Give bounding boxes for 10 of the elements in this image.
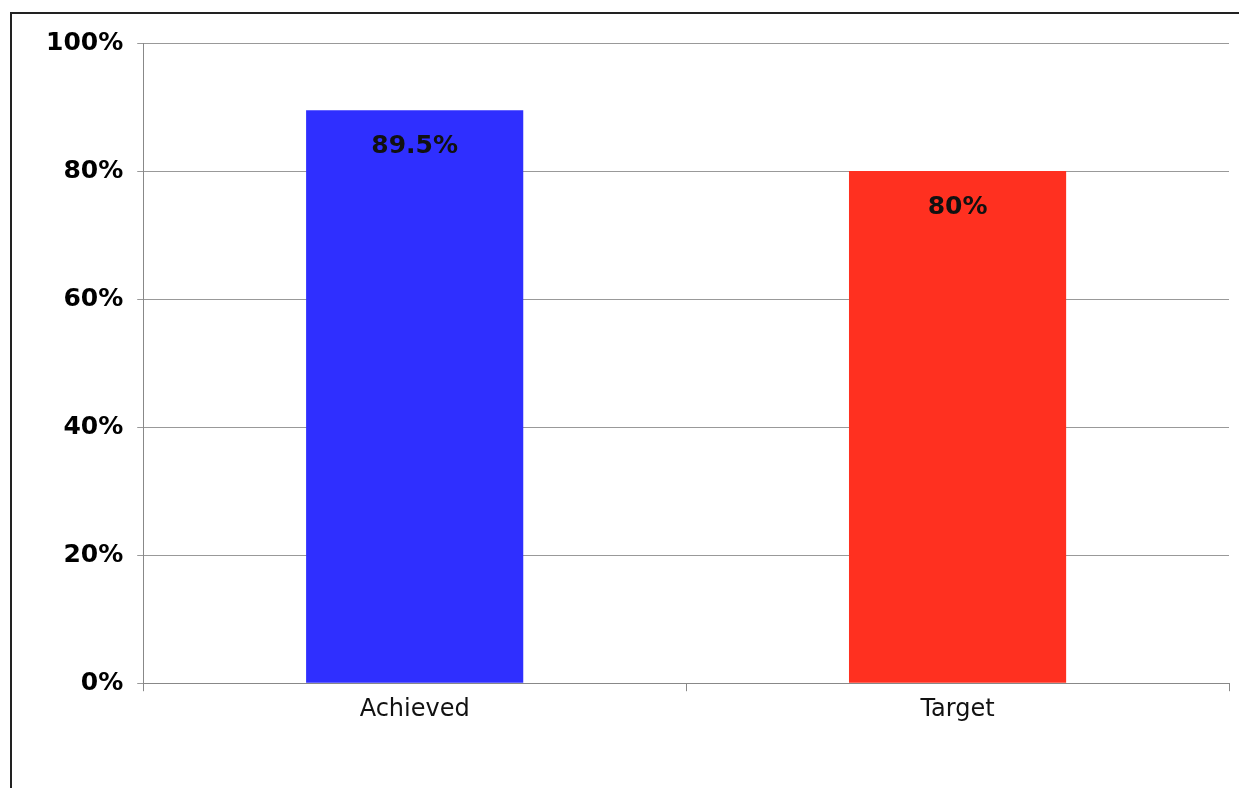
y-tick-label: 60% — [63, 282, 124, 312]
x-tick-label: Achieved — [359, 693, 470, 722]
y-tick-label: 20% — [63, 538, 124, 568]
data-label: 89.5% — [371, 130, 459, 160]
data-label: 80% — [927, 191, 988, 221]
y-tick-label: 0% — [80, 666, 124, 696]
y-tick-label: 80% — [63, 154, 124, 184]
x-tick-label: Target — [919, 693, 995, 722]
y-tick-label: 100% — [46, 26, 124, 56]
y-tick-label: 40% — [63, 410, 124, 440]
